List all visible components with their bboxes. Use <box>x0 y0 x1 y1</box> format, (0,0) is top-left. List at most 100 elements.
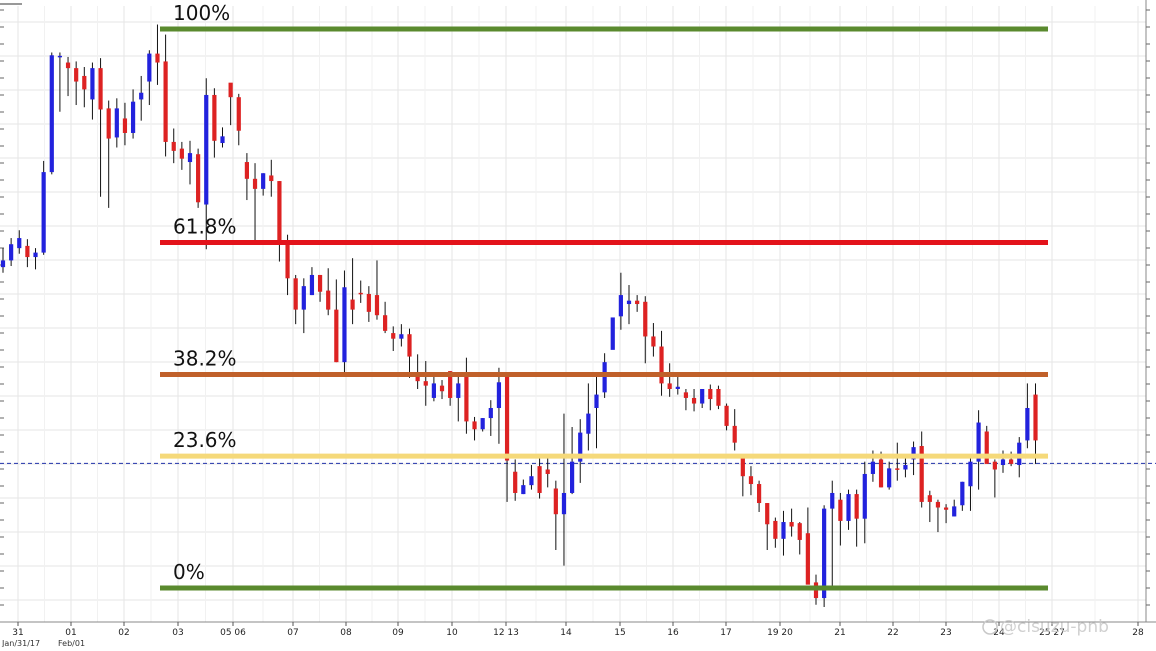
candle <box>431 374 436 402</box>
candle-body <box>748 476 754 485</box>
candle <box>383 301 388 334</box>
candle-body <box>976 422 981 462</box>
watermark-text: @cisuzu-pnb <box>1000 617 1109 637</box>
candle <box>49 52 54 175</box>
candle <box>691 388 697 412</box>
candle-body <box>212 94 217 141</box>
candle <box>374 260 380 320</box>
candle <box>797 522 802 555</box>
candle <box>342 270 347 373</box>
candle-body <box>895 468 900 470</box>
candle <box>537 456 542 499</box>
x-tick-label: 05 06 <box>220 628 246 638</box>
candle <box>675 375 680 395</box>
candle <box>903 457 908 478</box>
candle-body <box>927 495 932 502</box>
candle <box>114 98 119 148</box>
candle-body <box>293 278 298 310</box>
candle-body <box>724 405 729 426</box>
x-tick-label: 28 <box>1132 628 1144 638</box>
candle-body <box>960 481 965 506</box>
candle <box>586 383 591 451</box>
candle-body <box>578 432 583 462</box>
candle-body <box>252 178 258 189</box>
candle-body <box>439 385 445 392</box>
candle-body <box>626 300 632 305</box>
candle <box>228 82 233 126</box>
candle <box>919 431 924 508</box>
candle-body <box>82 75 87 90</box>
candle <box>521 479 526 495</box>
candle-body <box>309 274 315 296</box>
candle-body <box>122 118 128 133</box>
candle <box>976 410 981 490</box>
candle-body <box>301 286 306 310</box>
candle <box>927 490 932 523</box>
x-tick-label: 23 <box>940 628 951 638</box>
candle-body <box>789 522 794 527</box>
candle-body <box>870 461 876 474</box>
candle-body <box>342 287 347 363</box>
candle <box>943 504 949 524</box>
candle <box>187 140 193 185</box>
candle <box>269 159 274 197</box>
candle <box>667 363 672 397</box>
x-tick-label: 09 <box>392 628 404 638</box>
candle <box>968 456 973 511</box>
candle-body <box>33 252 38 258</box>
fib-level-label: 0% <box>173 560 205 584</box>
x-tick-label: 15 <box>614 628 625 638</box>
candle-body <box>561 492 567 515</box>
candle <box>106 100 111 208</box>
candle <box>1025 383 1030 449</box>
candle-body <box>399 334 404 339</box>
candle-body <box>667 383 672 389</box>
candle-body <box>952 506 957 517</box>
candle-body <box>90 68 95 100</box>
candle-body <box>594 394 599 409</box>
candle <box>862 461 867 544</box>
candle <box>293 274 298 325</box>
candle <box>496 367 502 444</box>
x-tick-label: 21 <box>834 628 845 638</box>
candle-body <box>171 141 176 151</box>
candle-body <box>187 153 193 163</box>
x-tick-label: 22 <box>887 628 898 638</box>
candle-body <box>781 522 786 539</box>
candle-body <box>236 97 241 131</box>
candle-body <box>537 466 542 493</box>
candle <box>594 375 599 449</box>
candle-body <box>74 68 79 82</box>
candle-body <box>277 181 282 245</box>
x-tick-label: 10 <box>446 628 458 638</box>
candle <box>33 248 38 270</box>
candle <box>472 416 477 441</box>
candle-body <box>114 108 119 138</box>
candle <box>830 480 835 587</box>
candle <box>415 354 420 389</box>
candle-body <box>98 68 103 110</box>
candle <box>626 285 632 325</box>
candle-body <box>106 108 111 139</box>
candle-body <box>521 485 526 495</box>
candle <box>740 454 745 497</box>
candle <box>700 388 705 409</box>
candle <box>439 380 445 400</box>
candle <box>252 163 258 242</box>
candle <box>683 388 689 411</box>
candle <box>854 489 859 547</box>
candles <box>0 24 1038 608</box>
candle <box>220 127 225 148</box>
candle-body <box>155 53 160 63</box>
candle-body <box>244 162 249 179</box>
candle <box>9 238 14 267</box>
fib-level-label: 100% <box>173 1 230 25</box>
candle <box>838 492 843 546</box>
candle-body <box>846 494 851 521</box>
candle-body <box>659 346 664 384</box>
candle-body <box>984 431 989 464</box>
candle-body <box>765 503 770 525</box>
candle-body <box>708 388 713 400</box>
candle-body <box>130 101 136 133</box>
